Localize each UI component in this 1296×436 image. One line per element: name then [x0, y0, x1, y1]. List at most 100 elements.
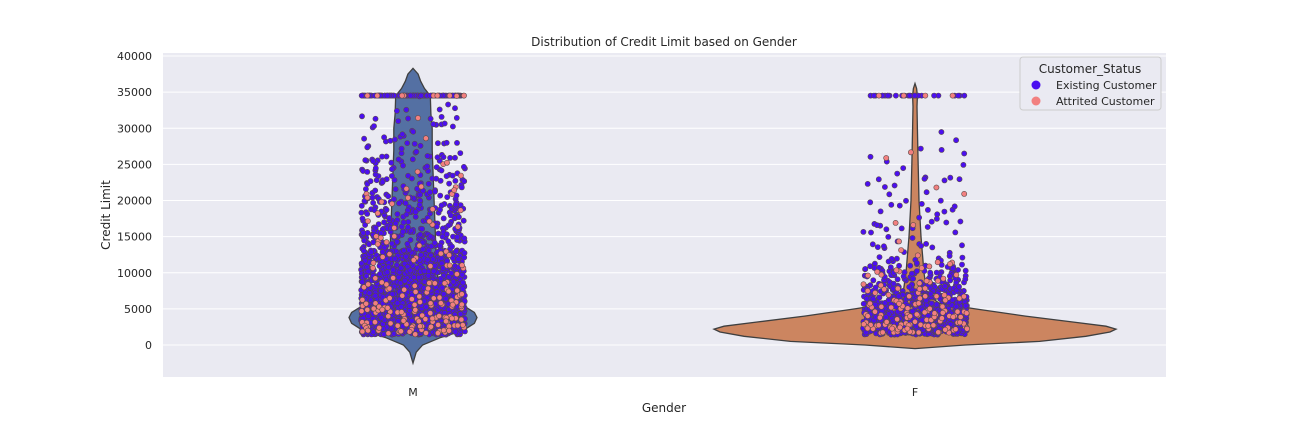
- strip-point-attrited: [921, 309, 928, 316]
- strip-point-attrited: [417, 323, 423, 330]
- strip-point-existing: [438, 114, 445, 120]
- strip-point-existing: [366, 290, 373, 296]
- strip-point-existing: [941, 177, 948, 184]
- strip-point-attrited: [416, 242, 423, 249]
- strip-point-existing: [869, 241, 876, 248]
- strip-point-existing: [402, 253, 409, 260]
- y-tick-label: 5000: [124, 303, 152, 316]
- y-axis-label: Credit Limit: [99, 180, 113, 250]
- strip-point-attrited: [933, 293, 940, 300]
- strip-point-attrited: [416, 293, 423, 300]
- strip-point-attrited: [954, 308, 961, 315]
- strip-point-existing: [437, 177, 444, 184]
- strip-point-attrited: [910, 222, 917, 228]
- strip-point-existing: [918, 200, 925, 207]
- strip-point-attrited: [378, 198, 385, 205]
- violin-M: [348, 67, 478, 366]
- strip-point-existing: [914, 260, 920, 266]
- strip-point-existing: [361, 135, 367, 142]
- strip-point-attrited: [907, 313, 913, 320]
- strip-point-existing: [874, 222, 880, 228]
- strip-point-attrited: [906, 293, 912, 300]
- strip-point-existing: [360, 247, 367, 254]
- strip-point-attrited: [935, 329, 942, 336]
- strip-point-existing: [445, 238, 452, 245]
- strip-point-existing: [882, 184, 888, 190]
- strip-point-attrited: [437, 250, 444, 257]
- y-tick-label: 20000: [117, 195, 152, 208]
- strip-point-existing: [372, 115, 379, 122]
- strip-point-attrited: [414, 168, 421, 175]
- strip-point-existing: [867, 263, 874, 270]
- strip-point-existing: [430, 121, 437, 128]
- strip-point-existing: [951, 203, 958, 210]
- strip-point-attrited: [412, 306, 419, 313]
- strip-point-existing: [390, 267, 396, 273]
- strip-point-existing: [365, 313, 372, 320]
- strip-point-existing: [358, 209, 365, 216]
- strip-point-attrited: [914, 252, 921, 259]
- strip-point-existing: [449, 172, 456, 179]
- strip-point-attrited: [386, 295, 393, 301]
- strip-point-existing: [440, 154, 447, 160]
- strip-point-existing: [428, 243, 435, 250]
- strip-point-existing: [446, 180, 452, 187]
- strip-point-attrited: [386, 285, 393, 292]
- strip-point-existing: [867, 199, 874, 206]
- strip-point-attrited: [411, 301, 418, 308]
- strip-point-attrited: [387, 320, 394, 327]
- strip-point-attrited: [940, 275, 947, 282]
- strip-point-attrited: [867, 300, 873, 307]
- strip-point-attrited: [364, 327, 371, 334]
- strip-point-attrited: [429, 315, 436, 322]
- strip-point-attrited: [427, 300, 434, 307]
- strip-point-attrited: [431, 280, 438, 287]
- strip-point-existing: [953, 137, 959, 144]
- strip-point-attrited: [957, 319, 963, 326]
- strip-point-existing: [419, 246, 426, 253]
- strip-point-existing: [361, 237, 368, 244]
- strip-point-attrited: [964, 325, 970, 332]
- strip-point-existing: [449, 243, 455, 250]
- strip-point-attrited: [422, 135, 429, 142]
- y-tick-label: 40000: [117, 50, 152, 63]
- strip-point-existing: [364, 210, 371, 217]
- legend: Customer_Status Existing Customer Attrit…: [1019, 56, 1162, 111]
- strip-point-attrited: [399, 292, 406, 299]
- strip-point-attrited: [885, 291, 892, 298]
- strip-point-existing: [370, 158, 376, 164]
- strip-point-existing: [427, 233, 434, 240]
- strip-point-attrited: [365, 281, 371, 288]
- strip-point-attrited: [453, 271, 460, 277]
- strip-point-attrited: [913, 311, 920, 318]
- strip-point-existing: [391, 136, 398, 143]
- strip-point-existing: [438, 167, 445, 174]
- strip-point-attrited: [864, 313, 871, 319]
- strip-point-existing: [452, 328, 459, 335]
- strip-point-existing: [896, 202, 903, 209]
- strip-point-existing: [362, 186, 369, 192]
- strip-point-attrited: [441, 280, 448, 287]
- strip-point-existing: [398, 145, 405, 152]
- strip-point-existing: [370, 329, 377, 335]
- strip-point-existing: [452, 154, 458, 161]
- strip-point-existing: [433, 164, 440, 171]
- strip-point-attrited: [434, 92, 441, 99]
- strip-point-existing: [385, 264, 392, 271]
- strip-point-existing: [412, 213, 419, 220]
- strip-point-attrited: [446, 327, 452, 334]
- strip-point-existing: [425, 272, 432, 279]
- strip-point-attrited: [364, 92, 371, 99]
- strip-point-attrited: [889, 325, 895, 332]
- strip-point-attrited: [454, 287, 461, 294]
- strip-point-existing: [427, 189, 433, 196]
- violin-F: [712, 81, 1118, 350]
- strip-point-existing: [418, 92, 424, 99]
- strip-point-existing: [435, 230, 442, 237]
- strip-point-existing: [431, 239, 438, 246]
- strip-point-existing: [436, 106, 443, 113]
- strip-point-attrited: [370, 259, 377, 266]
- strip-point-existing: [385, 193, 392, 200]
- strip-point-attrited: [374, 210, 381, 217]
- strip-point-existing: [417, 231, 424, 238]
